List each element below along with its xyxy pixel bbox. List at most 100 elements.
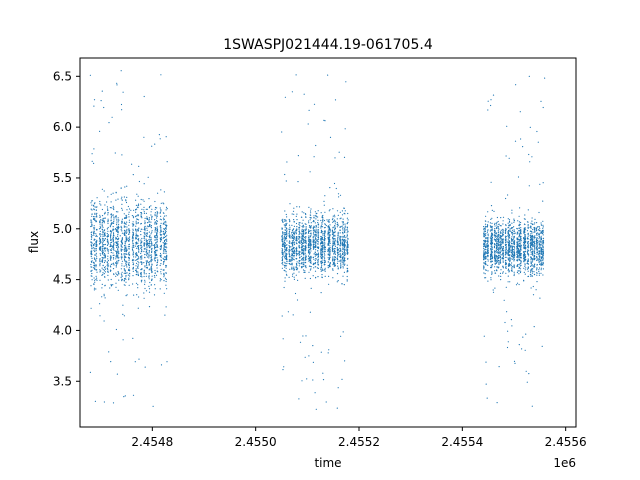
data-point	[102, 226, 104, 228]
data-point	[313, 220, 315, 222]
data-point	[511, 231, 513, 233]
data-point	[163, 243, 165, 245]
data-point	[324, 243, 326, 245]
data-point	[100, 240, 102, 242]
data-point	[160, 238, 162, 241]
data-point	[137, 260, 139, 263]
data-point	[524, 264, 526, 266]
data-point	[101, 239, 104, 241]
data-point	[531, 223, 533, 225]
data-point	[293, 232, 295, 234]
data-point	[137, 230, 139, 232]
data-point	[282, 231, 284, 233]
data-point	[483, 240, 485, 242]
data-point	[327, 236, 329, 239]
data-point	[502, 251, 504, 253]
data-point	[118, 219, 120, 221]
data-point	[96, 257, 98, 260]
data-point	[339, 245, 341, 247]
data-point	[524, 228, 527, 230]
data-point	[162, 237, 164, 239]
data-point	[301, 235, 303, 237]
data-point	[293, 244, 296, 246]
data-point	[132, 221, 134, 223]
data-point	[121, 256, 123, 258]
data-point	[310, 225, 312, 227]
data-point	[534, 235, 536, 237]
data-point	[332, 215, 334, 217]
data-point	[93, 267, 95, 269]
data-point	[144, 242, 146, 244]
data-point	[303, 252, 305, 254]
data-point	[132, 275, 134, 277]
data-point	[342, 239, 344, 241]
data-point	[315, 408, 317, 410]
data-point	[513, 249, 515, 251]
data-point	[154, 200, 156, 203]
data-point	[485, 245, 487, 247]
data-point	[110, 278, 112, 281]
data-point	[511, 233, 513, 235]
data-point	[120, 244, 122, 246]
data-point	[310, 238, 312, 241]
data-point	[320, 267, 322, 269]
data-point	[527, 238, 529, 240]
data-point	[137, 239, 139, 241]
data-point	[126, 185, 128, 187]
data-point	[150, 211, 152, 213]
data-point	[342, 235, 344, 237]
data-point	[322, 242, 324, 244]
data-point	[342, 244, 344, 246]
data-point	[305, 236, 307, 238]
data-point	[513, 232, 515, 234]
data-point	[125, 200, 127, 202]
data-point	[346, 251, 349, 253]
data-point	[313, 243, 315, 245]
data-point	[299, 236, 301, 238]
data-point	[305, 267, 307, 269]
data-point	[91, 279, 93, 281]
data-point	[332, 233, 334, 235]
data-point	[109, 243, 111, 245]
data-point	[296, 250, 298, 252]
data-point	[160, 273, 162, 275]
data-point	[321, 261, 324, 264]
data-point	[534, 249, 536, 251]
data-point	[104, 204, 106, 206]
data-point	[511, 240, 514, 242]
data-point	[148, 219, 150, 221]
data-point	[150, 221, 152, 223]
data-point	[143, 183, 145, 185]
data-point	[145, 275, 147, 277]
data-point	[531, 232, 533, 234]
data-point	[298, 250, 300, 253]
data-point	[154, 236, 156, 239]
data-point	[126, 272, 128, 274]
data-point	[320, 250, 322, 252]
data-point	[282, 221, 284, 223]
data-point	[291, 252, 293, 254]
data-point	[144, 247, 146, 249]
data-point	[107, 209, 109, 211]
data-point	[146, 208, 148, 210]
data-point	[148, 218, 150, 220]
data-point	[115, 258, 117, 260]
data-point	[106, 239, 108, 241]
data-point	[101, 221, 103, 224]
data-point	[524, 240, 526, 242]
data-point	[145, 235, 147, 237]
data-point	[520, 229, 522, 231]
data-point	[290, 260, 292, 262]
data-point	[524, 247, 526, 249]
data-point	[520, 227, 522, 229]
data-point	[107, 250, 109, 252]
data-point	[165, 280, 167, 283]
data-point	[339, 238, 341, 240]
data-point	[315, 253, 317, 255]
data-point	[530, 233, 532, 235]
data-point	[293, 207, 295, 209]
data-point	[101, 228, 103, 230]
data-point	[298, 227, 301, 229]
data-point	[117, 229, 119, 231]
data-point	[308, 271, 310, 273]
